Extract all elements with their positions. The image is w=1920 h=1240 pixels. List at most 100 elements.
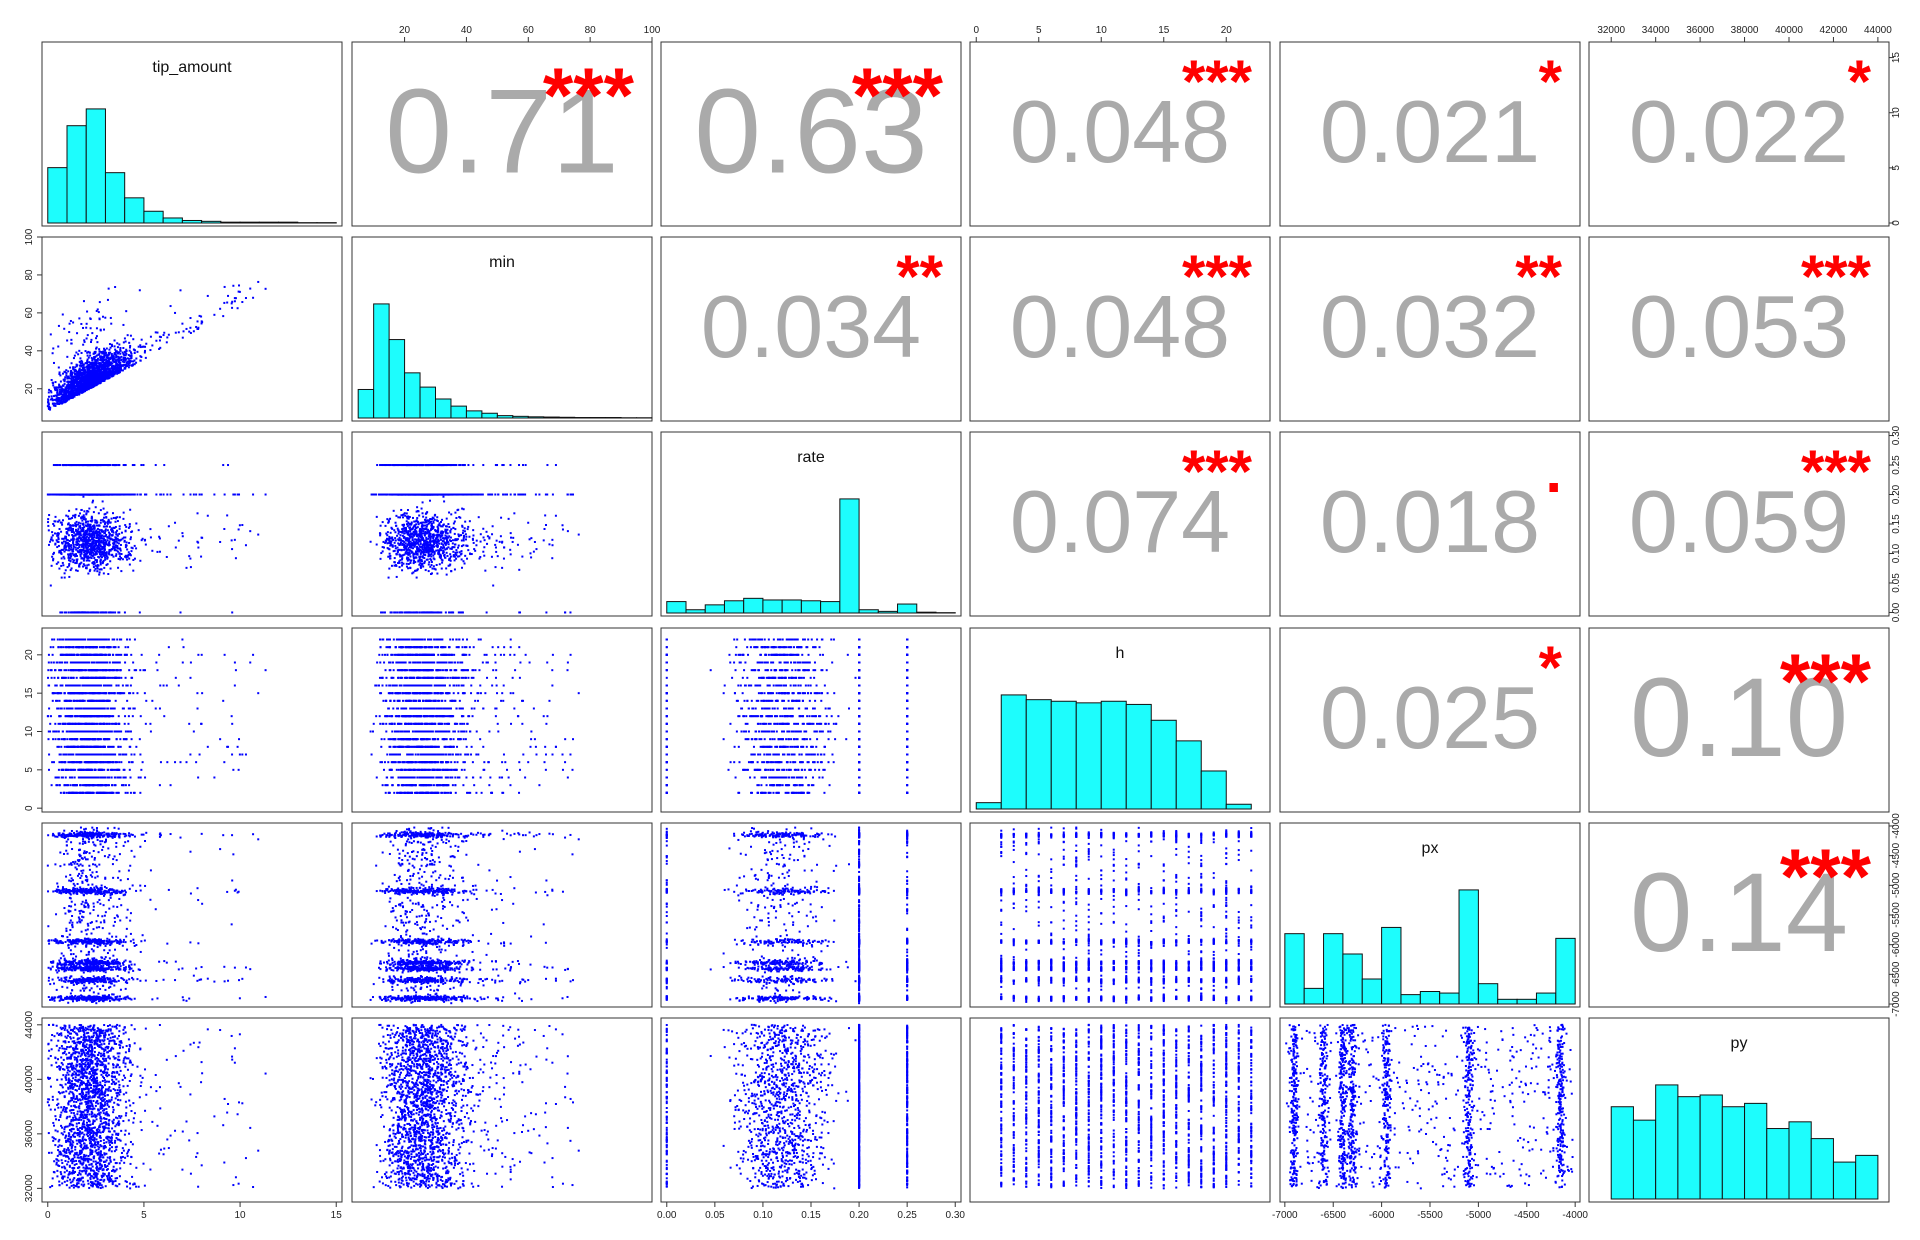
scatter-point <box>74 375 77 378</box>
scatter-point <box>108 373 111 376</box>
scatter-point <box>113 527 116 530</box>
scatter-point <box>63 576 66 579</box>
histogram-bar <box>124 197 145 224</box>
scatter-point <box>67 377 70 380</box>
scatter-point <box>118 365 121 368</box>
scatter-point <box>83 340 86 343</box>
scatter-point <box>92 540 95 543</box>
scatter-point <box>94 564 97 567</box>
scatter-point <box>61 542 64 545</box>
scatter-point <box>465 535 468 538</box>
scatter-point <box>92 362 95 365</box>
scatter-point <box>74 373 77 376</box>
scatter-point <box>113 541 116 544</box>
scatter-point <box>530 556 533 559</box>
scatter-point <box>200 320 203 323</box>
scatter-point <box>85 362 88 365</box>
scatter-point <box>227 464 230 467</box>
histogram-bar <box>162 217 183 224</box>
scatter-point <box>149 528 152 531</box>
histogram-bar <box>66 125 87 224</box>
scatter-point <box>127 363 130 366</box>
scatter-point <box>49 540 52 543</box>
scatter-point <box>121 558 124 561</box>
scatter-point <box>110 354 113 357</box>
scatter-point <box>98 368 101 371</box>
scatter-point <box>47 518 50 521</box>
scatter-point <box>530 537 533 540</box>
scatter-point <box>58 551 61 554</box>
scatter-point <box>169 493 172 496</box>
scatter-point <box>116 546 119 549</box>
scatter-point <box>101 363 104 366</box>
scatter-point <box>68 575 71 578</box>
histogram-bar <box>419 386 437 419</box>
scatter-point <box>133 363 136 366</box>
scatter-point <box>77 523 80 526</box>
scatter-point <box>65 396 68 399</box>
scatter-point <box>79 378 82 381</box>
scatter-point <box>425 536 428 539</box>
scatter-point <box>66 339 69 342</box>
scatter-point <box>97 381 100 384</box>
scatter-point <box>174 311 177 314</box>
scatter-point <box>120 369 123 372</box>
scatter-point <box>69 319 72 322</box>
scatter-point <box>105 516 108 519</box>
scatter-point <box>54 389 57 392</box>
scatter-point <box>84 532 87 535</box>
scatter-point <box>196 327 199 330</box>
scatter-point <box>124 358 127 361</box>
scatter-point <box>90 361 93 364</box>
scatter-point <box>70 338 73 341</box>
scatter-point <box>75 374 78 377</box>
scatter-point <box>115 350 118 353</box>
scatter-point <box>74 562 77 565</box>
scatter-point <box>90 375 93 378</box>
scatter-point <box>415 576 418 579</box>
scatter-point <box>451 539 454 542</box>
scatter-point <box>110 322 113 325</box>
scatter-point <box>81 376 84 379</box>
scatter-point <box>129 354 132 357</box>
scatter-point <box>413 545 416 548</box>
scatter-point <box>85 553 88 556</box>
scatter-point <box>86 369 89 372</box>
scatter-point <box>98 530 101 533</box>
scatter-point <box>81 515 84 518</box>
scatter-point <box>124 354 127 357</box>
scatter-point <box>135 357 138 360</box>
scatter-point <box>97 564 100 567</box>
scatter-point <box>80 552 83 555</box>
scatter-point <box>518 464 521 467</box>
scatter-point <box>91 359 94 362</box>
scatter-point <box>81 536 84 539</box>
scatter-point <box>82 464 85 467</box>
scatter-point <box>72 357 75 360</box>
scatter-point <box>416 506 419 509</box>
scatter-point <box>428 561 431 564</box>
scatter-point <box>110 375 113 378</box>
scatter-point <box>57 544 60 547</box>
scatter-point <box>111 529 114 532</box>
histogram-bar <box>897 603 918 614</box>
scatter-point <box>86 334 89 337</box>
scatter-point <box>234 297 237 300</box>
scatter-point <box>72 367 75 370</box>
scatter-point <box>62 564 65 567</box>
scatter-point <box>127 366 130 369</box>
scatter-point <box>118 359 121 362</box>
histogram-bar <box>404 372 421 419</box>
scatter-point <box>128 541 131 544</box>
scatter-point <box>467 549 470 552</box>
scatter-point <box>82 389 85 392</box>
scatter-point <box>98 350 101 353</box>
scatter-point <box>115 464 118 467</box>
scatter-point <box>117 542 120 545</box>
scatter-point <box>108 548 111 551</box>
scatter-point <box>99 521 102 524</box>
scatter-point <box>86 552 89 555</box>
scatter-point <box>47 529 50 532</box>
scatter-point <box>233 493 236 496</box>
scatter-point <box>52 384 55 387</box>
